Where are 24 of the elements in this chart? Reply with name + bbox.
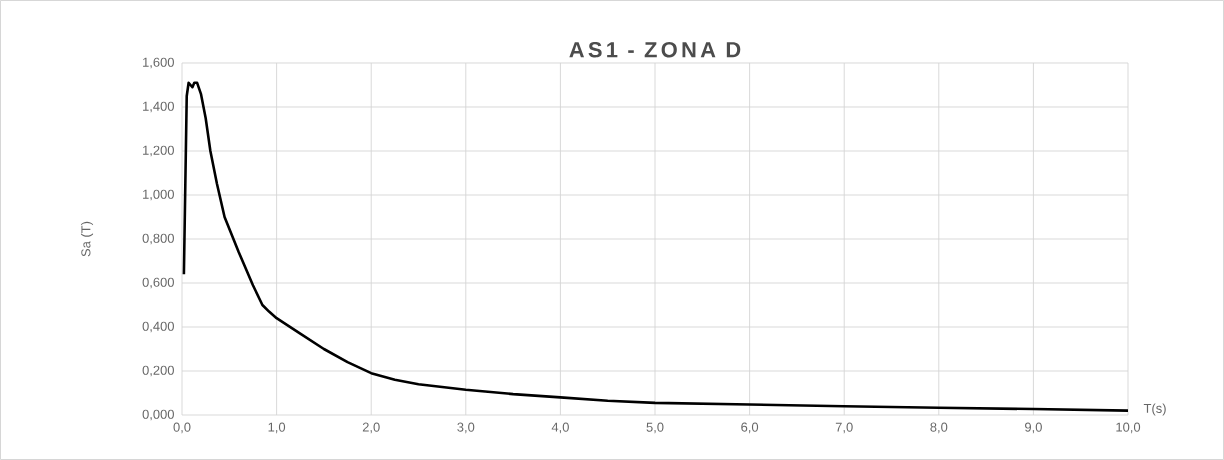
y-tick-label: 0,600 xyxy=(142,277,174,289)
x-tick-label: 8,0 xyxy=(930,422,948,434)
x-tick-label: 3,0 xyxy=(457,422,475,434)
x-tick-label: 10,0 xyxy=(1116,422,1141,434)
x-tick-label: 5,0 xyxy=(646,422,664,434)
y-tick-label: 1,600 xyxy=(143,57,174,69)
y-axis-title: Sa (T) xyxy=(80,221,94,257)
line-series xyxy=(182,81,1130,412)
chart-title: AS1 - ZONA D xyxy=(569,41,741,58)
x-tick-label: 0,0 xyxy=(173,422,191,434)
y-tick-label: 0,000 xyxy=(142,409,174,421)
y-tick-label: 0,800 xyxy=(142,233,174,245)
y-tick-label: 0,200 xyxy=(142,365,174,377)
x-tick-label: 7,0 xyxy=(835,422,853,434)
x-tick-label: 4,0 xyxy=(551,422,569,434)
x-tick-label: 1,0 xyxy=(268,422,286,434)
y-tick-label: 1,200 xyxy=(143,145,174,157)
x-tick-label: 9,0 xyxy=(1025,422,1042,434)
x-axis-title: T(s) xyxy=(1143,403,1166,416)
x-tick-label: 6,0 xyxy=(741,422,759,434)
x-tick-label: 2,0 xyxy=(362,422,380,434)
y-tick-label: 1,000 xyxy=(143,189,174,201)
y-tick-label: 1,400 xyxy=(143,101,174,113)
y-tick-label: 0,400 xyxy=(142,321,174,333)
